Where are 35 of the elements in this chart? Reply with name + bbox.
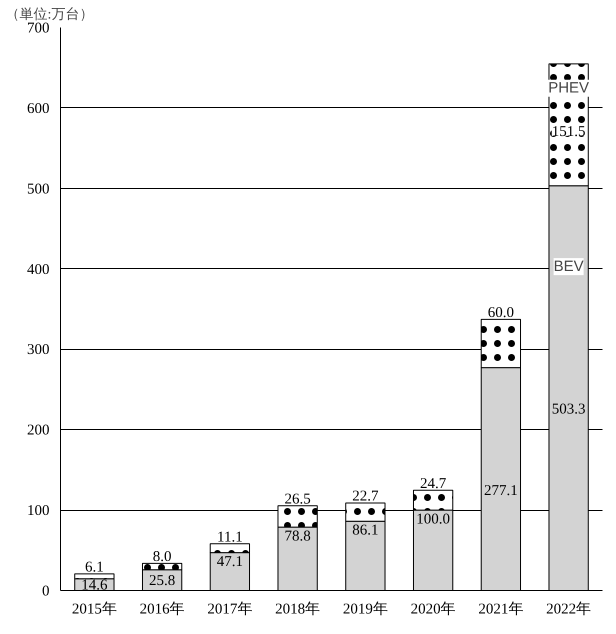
y-tick-label: 400	[27, 262, 50, 278]
data-label: 26.5	[284, 491, 311, 508]
x-tick-label: 2019年	[342, 600, 388, 618]
y-tick-label: 0	[42, 584, 50, 600]
x-tick-label: 2017年	[207, 600, 252, 618]
data-label: 86.1	[352, 522, 378, 538]
y-tick-label: 700	[27, 20, 50, 36]
y-tick-label: 100	[27, 503, 50, 520]
x-tick-label: 2016年	[140, 600, 185, 618]
data-label: 22.7	[352, 488, 379, 505]
data-label: 277.1	[484, 483, 518, 500]
data-label: 24.7	[420, 476, 447, 492]
x-tick-label: 2020年	[410, 600, 456, 618]
data-label: 78.8	[284, 528, 311, 544]
series-label: PHEV	[548, 80, 590, 97]
x-tick-label: 2015年	[72, 600, 117, 618]
data-label: 151.5	[552, 124, 586, 140]
data-label: 47.1	[216, 554, 243, 570]
data-label: 100.0	[416, 511, 450, 528]
x-tick-label: 2021年	[478, 600, 524, 618]
x-tick-label: 2018年	[275, 600, 320, 618]
data-label: 60.0	[488, 304, 514, 321]
data-label: 11.1	[217, 529, 243, 546]
y-axis-title: （単位:万台）	[6, 6, 94, 22]
data-label: 14.6	[81, 578, 108, 594]
series-label: BEV	[554, 258, 584, 276]
data-label: 25.8	[149, 573, 176, 590]
y-tick-label: 600	[27, 100, 50, 117]
data-label: 8.0	[152, 548, 172, 565]
data-label: 503.3	[552, 401, 586, 418]
y-tick-label: 500	[27, 181, 50, 198]
y-tick-label: 300	[27, 342, 50, 358]
data-label: 6.1	[85, 559, 104, 576]
x-tick-label: 2022年	[546, 600, 592, 618]
y-tick-label: 200	[27, 422, 50, 439]
